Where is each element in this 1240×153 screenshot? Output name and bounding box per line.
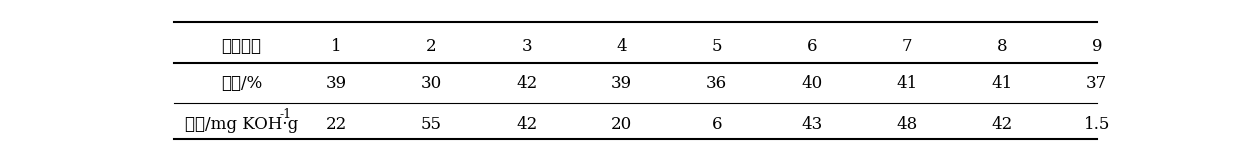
Text: 42: 42 bbox=[516, 116, 537, 133]
Text: 40: 40 bbox=[801, 75, 822, 92]
Text: 48: 48 bbox=[897, 116, 918, 133]
Text: -1: -1 bbox=[280, 108, 293, 121]
Text: 9: 9 bbox=[1091, 38, 1102, 55]
Text: 37: 37 bbox=[1086, 75, 1107, 92]
Text: 3: 3 bbox=[521, 38, 532, 55]
Text: 22: 22 bbox=[326, 116, 347, 133]
Text: 8: 8 bbox=[997, 38, 1007, 55]
Text: 7: 7 bbox=[901, 38, 913, 55]
Text: 43: 43 bbox=[801, 116, 822, 133]
Text: 39: 39 bbox=[326, 75, 347, 92]
Text: 6: 6 bbox=[712, 116, 722, 133]
Text: 20: 20 bbox=[611, 116, 632, 133]
Text: 1.5: 1.5 bbox=[1084, 116, 1110, 133]
Text: 42: 42 bbox=[516, 75, 537, 92]
Text: 1: 1 bbox=[331, 38, 342, 55]
Text: 产率/%: 产率/% bbox=[221, 75, 262, 92]
Text: 41: 41 bbox=[897, 75, 918, 92]
Text: 蒸馏馏分: 蒸馏馏分 bbox=[222, 38, 262, 55]
Text: 5: 5 bbox=[712, 38, 722, 55]
Text: 36: 36 bbox=[706, 75, 727, 92]
Text: 55: 55 bbox=[422, 116, 441, 133]
Text: 2: 2 bbox=[427, 38, 436, 55]
Text: 酸值/mg KOH·g: 酸值/mg KOH·g bbox=[185, 116, 298, 133]
Text: 42: 42 bbox=[991, 116, 1012, 133]
Text: 6: 6 bbox=[806, 38, 817, 55]
Text: 41: 41 bbox=[991, 75, 1012, 92]
Text: 4: 4 bbox=[616, 38, 627, 55]
Text: 30: 30 bbox=[420, 75, 443, 92]
Text: 39: 39 bbox=[611, 75, 632, 92]
